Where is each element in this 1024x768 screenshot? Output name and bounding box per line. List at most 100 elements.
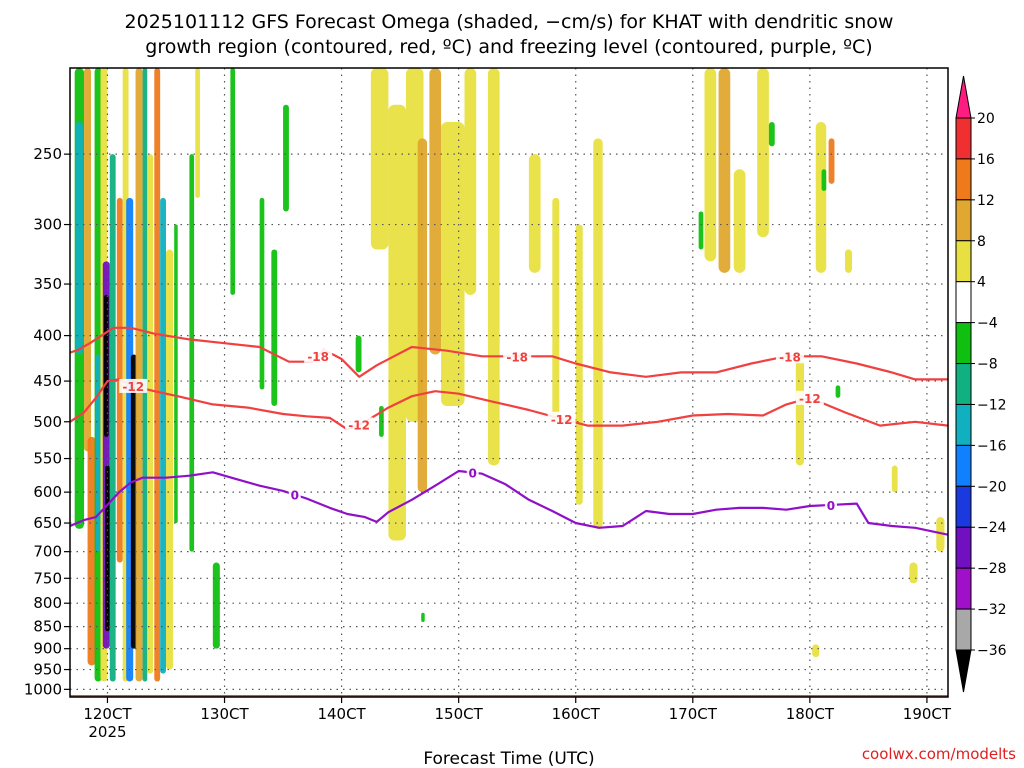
y-tick-label: 700 bbox=[33, 543, 62, 561]
colorbar-label: −4 bbox=[977, 316, 998, 332]
y-tick-label: 800 bbox=[33, 594, 62, 612]
terrain-layer bbox=[70, 695, 948, 697]
y-tick-label: 500 bbox=[33, 413, 62, 431]
x-tick-label: 180CT bbox=[786, 705, 835, 723]
colorbar-label: 20 bbox=[977, 111, 995, 127]
y-tick-label: 650 bbox=[33, 514, 62, 532]
contour-line--18 bbox=[70, 326, 948, 381]
y-tick-label: 450 bbox=[33, 372, 62, 390]
colorbar-label: −12 bbox=[977, 397, 1007, 413]
omega-cell bbox=[812, 644, 820, 658]
colorbar-swatch bbox=[955, 117, 972, 160]
contour-label--12: -12 bbox=[799, 392, 821, 406]
omega-cell bbox=[370, 68, 389, 250]
terrain-fill bbox=[70, 695, 948, 697]
omega-cell bbox=[487, 68, 500, 466]
chart-title-line2: growth region (contoured, red, ºC) and f… bbox=[145, 36, 872, 58]
omega-cell bbox=[87, 436, 96, 666]
contour-lines: -18 -18 -18 -12 -12 -12 -12 0 0 0 bbox=[70, 326, 948, 536]
contour-label-bg bbox=[503, 349, 532, 364]
omega-cell bbox=[835, 385, 841, 398]
omega-cell bbox=[795, 354, 805, 466]
omega-cell bbox=[757, 68, 769, 238]
x-tick-label: 130CT bbox=[200, 705, 249, 723]
contour-label--12: -12 bbox=[348, 418, 370, 432]
colorbar-swatch bbox=[955, 322, 972, 365]
contour-label--18: -18 bbox=[506, 350, 528, 364]
y-tick-label: 900 bbox=[33, 640, 62, 658]
colorbar-label: −36 bbox=[977, 643, 1007, 659]
colorbar-swatch bbox=[955, 403, 972, 446]
omega-cell bbox=[189, 154, 195, 552]
omega-cell bbox=[135, 68, 143, 682]
omega-cell bbox=[130, 354, 137, 649]
contour-label-bg bbox=[345, 417, 374, 432]
x-tick-label: 140CT bbox=[317, 705, 366, 723]
omega-cell bbox=[429, 68, 442, 355]
omega-cell bbox=[388, 104, 406, 541]
omega-cell bbox=[844, 249, 853, 273]
colorbar-arrow-top bbox=[955, 75, 972, 119]
contour-label-0: 0 bbox=[291, 489, 299, 503]
y-tick-label: 750 bbox=[33, 569, 62, 587]
colorbar-swatch bbox=[955, 281, 972, 324]
colorbar-swatch bbox=[955, 485, 972, 528]
chart-title-line1: 2025101112 GFS Forecast Omega (shaded, −… bbox=[125, 11, 894, 33]
omega-cell bbox=[230, 68, 236, 295]
colorbar: 20 16 12 8 4 −4 −8 −12 −16 −20 −24 −28 −32 −36 bbox=[955, 75, 1007, 693]
colorbar-label: 16 bbox=[977, 152, 995, 168]
y-tick-label: 300 bbox=[33, 216, 62, 234]
omega-cell bbox=[109, 154, 116, 682]
omega-cell bbox=[142, 68, 148, 682]
omega-cell bbox=[936, 517, 945, 552]
omega-cell bbox=[259, 197, 265, 390]
x-axis-label: Forecast Time (UTC) bbox=[423, 749, 594, 768]
colorbar-swatch bbox=[955, 567, 972, 610]
omega-cell bbox=[768, 121, 775, 147]
colorbar-swatch bbox=[955, 444, 972, 487]
colorbar-label: −8 bbox=[977, 357, 998, 373]
omega-cell bbox=[160, 197, 166, 674]
contour-label-0: 0 bbox=[827, 499, 835, 513]
credit-text[interactable]: coolwx.com/modelts bbox=[862, 745, 1016, 763]
omega-cell bbox=[909, 562, 918, 584]
x-tick-label: 160CT bbox=[552, 705, 601, 723]
omega-cell bbox=[105, 465, 110, 632]
contour-label--18: -18 bbox=[779, 350, 801, 364]
y-tick-label: 1000 bbox=[24, 680, 62, 698]
omega-cell bbox=[95, 354, 101, 552]
contour-label-bg bbox=[304, 348, 333, 363]
omega-cell bbox=[528, 154, 541, 273]
omega-cell bbox=[733, 169, 746, 273]
colorbar-label: 4 bbox=[977, 275, 986, 291]
omega-cell bbox=[84, 68, 92, 452]
omega-cell bbox=[821, 169, 827, 191]
omega-cell bbox=[718, 68, 731, 273]
contour-label-bg bbox=[119, 378, 148, 393]
y-tick-label: 950 bbox=[33, 661, 62, 679]
omega-cell bbox=[421, 612, 425, 623]
omega-cell bbox=[552, 197, 560, 422]
contour-label-bg bbox=[795, 390, 824, 405]
y-tick-label: 600 bbox=[33, 483, 62, 501]
colorbar-label: −16 bbox=[977, 438, 1007, 454]
y-tick-label: 550 bbox=[33, 450, 62, 468]
contour-label-0: 0 bbox=[469, 467, 477, 481]
omega-cell bbox=[441, 121, 465, 406]
colorbar-label: 8 bbox=[977, 234, 986, 250]
colorbar-swatch bbox=[955, 158, 972, 201]
contour-label--18: -18 bbox=[307, 350, 329, 364]
contour-label-bg bbox=[288, 487, 301, 502]
colorbar-label: 12 bbox=[977, 193, 995, 209]
omega-cell bbox=[212, 562, 220, 649]
omega-cell bbox=[195, 68, 200, 198]
omega-cell bbox=[147, 154, 154, 674]
omega-shading bbox=[74, 68, 945, 682]
y-tick-label: 250 bbox=[33, 145, 62, 163]
contour-label--12: -12 bbox=[122, 380, 144, 394]
colorbar-label: −24 bbox=[977, 520, 1007, 536]
colorbar-swatch bbox=[955, 199, 972, 242]
colorbar-label: −28 bbox=[977, 561, 1007, 577]
